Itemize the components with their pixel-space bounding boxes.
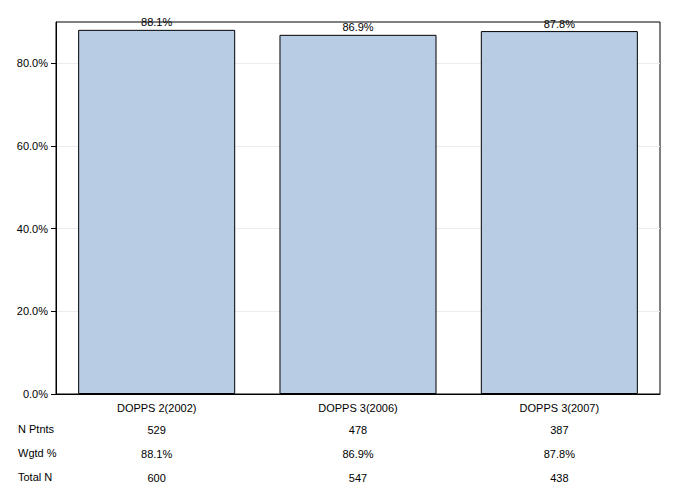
svg-text:478: 478 [349,424,367,436]
svg-text:20.0%: 20.0% [17,305,48,317]
svg-text:88.1%: 88.1% [141,16,172,28]
svg-text:40.0%: 40.0% [17,223,48,235]
svg-text:600: 600 [147,472,165,484]
svg-text:0.0%: 0.0% [23,388,48,400]
svg-text:DOPPS 2(2002): DOPPS 2(2002) [117,402,196,414]
svg-text:86.9%: 86.9% [342,448,373,460]
svg-text:387: 387 [550,424,568,436]
svg-text:DOPPS 3(2006): DOPPS 3(2006) [318,402,397,414]
svg-text:438: 438 [550,472,568,484]
svg-text:529: 529 [147,424,165,436]
svg-text:88.1%: 88.1% [141,448,172,460]
svg-text:80.0%: 80.0% [17,57,48,69]
svg-text:N Ptnts: N Ptnts [18,423,55,435]
svg-text:547: 547 [349,472,367,484]
svg-text:87.8%: 87.8% [544,18,575,30]
svg-text:87.8%: 87.8% [544,448,575,460]
svg-text:86.9%: 86.9% [342,21,373,33]
svg-text:Wgtd %: Wgtd % [18,447,57,459]
svg-text:DOPPS 3(2007): DOPPS 3(2007) [520,402,599,414]
svg-text:Total N: Total N [18,471,52,483]
svg-text:60.0%: 60.0% [17,140,48,152]
